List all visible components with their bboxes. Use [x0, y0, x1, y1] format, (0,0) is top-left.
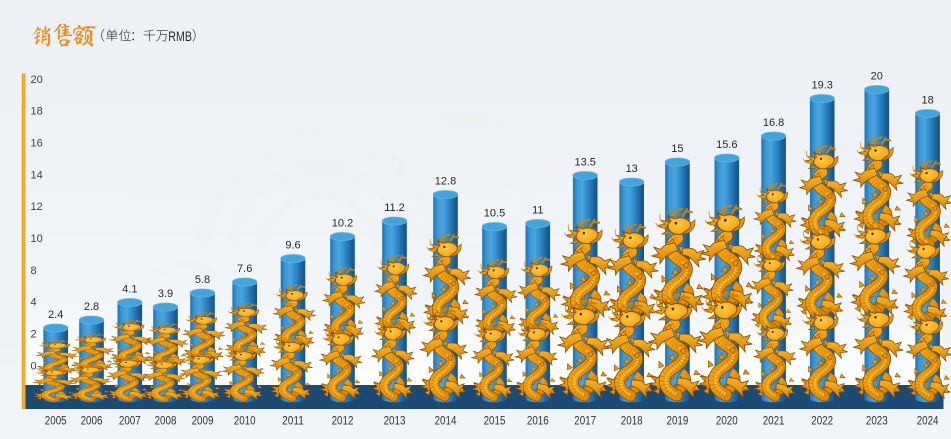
svg-text:2020: 2020	[716, 414, 738, 428]
svg-text:2018: 2018	[621, 414, 643, 428]
svg-text:2005: 2005	[45, 414, 67, 428]
svg-text:12: 12	[31, 201, 43, 213]
svg-text:2008: 2008	[155, 414, 177, 428]
svg-text:2006: 2006	[81, 414, 103, 428]
svg-text:2010: 2010	[234, 414, 256, 428]
svg-text:14: 14	[31, 169, 43, 181]
svg-text:2007: 2007	[119, 414, 141, 428]
svg-text:13: 13	[626, 163, 638, 175]
svg-text:4.1: 4.1	[122, 284, 137, 296]
svg-text:12.8: 12.8	[435, 176, 456, 188]
svg-text:7.6: 7.6	[237, 263, 252, 275]
svg-text:16.8: 16.8	[763, 117, 784, 129]
svg-text:2021: 2021	[763, 414, 785, 428]
svg-text:2017: 2017	[574, 414, 596, 428]
svg-text:2: 2	[31, 329, 37, 341]
svg-text:5.8: 5.8	[195, 274, 210, 286]
svg-text:15.6: 15.6	[716, 139, 737, 151]
svg-text:11.2: 11.2	[384, 202, 405, 214]
svg-text:RMB: RMB	[168, 29, 192, 44]
svg-text:15: 15	[671, 143, 683, 155]
svg-text:2014: 2014	[435, 414, 457, 428]
svg-text:2011: 2011	[282, 414, 304, 428]
svg-text:2022: 2022	[811, 414, 833, 428]
svg-text:18: 18	[31, 106, 43, 118]
svg-text:10.5: 10.5	[484, 208, 505, 220]
svg-text:19.3: 19.3	[811, 80, 832, 92]
svg-text:2015: 2015	[484, 414, 506, 428]
svg-text:2009: 2009	[192, 414, 214, 428]
svg-text:10.2: 10.2	[332, 218, 353, 230]
svg-text:8: 8	[31, 265, 37, 277]
svg-text:20: 20	[31, 74, 43, 86]
svg-text:2019: 2019	[667, 414, 689, 428]
svg-text:0: 0	[31, 360, 37, 372]
svg-text:2013: 2013	[384, 414, 406, 428]
svg-text:20: 20	[871, 71, 883, 83]
svg-text:18: 18	[921, 95, 933, 107]
svg-text:13.5: 13.5	[574, 157, 595, 169]
svg-text:2023: 2023	[866, 414, 888, 428]
svg-text:2024: 2024	[917, 414, 939, 428]
svg-text:4: 4	[31, 297, 37, 309]
svg-text:9.6: 9.6	[285, 240, 300, 252]
svg-text:10: 10	[31, 233, 43, 245]
svg-text:16: 16	[31, 138, 43, 150]
svg-text:2.8: 2.8	[84, 301, 99, 313]
svg-text:2016: 2016	[527, 414, 549, 428]
svg-text:3.9: 3.9	[158, 288, 173, 300]
svg-text:2.4: 2.4	[48, 309, 63, 321]
svg-text:2012: 2012	[332, 414, 354, 428]
svg-text:11: 11	[532, 205, 543, 217]
